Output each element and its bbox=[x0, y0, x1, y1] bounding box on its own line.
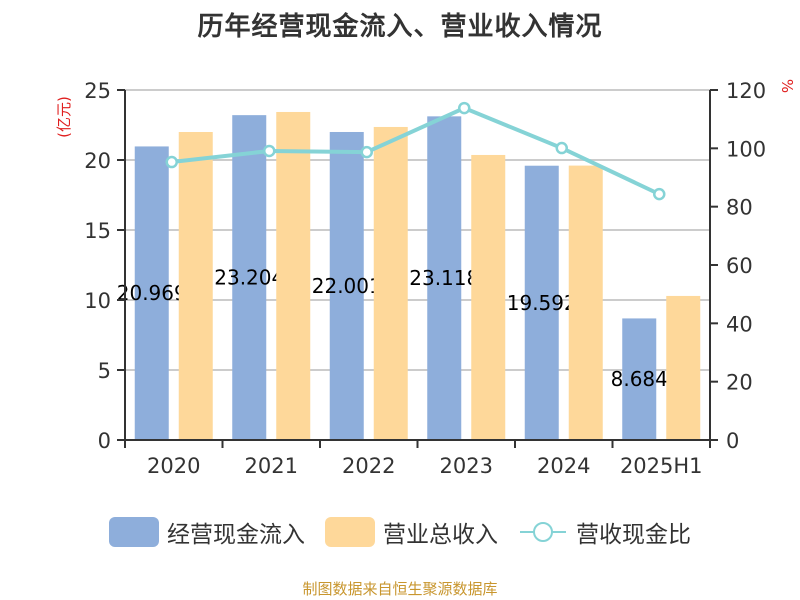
legend-label: 营收现金比 bbox=[576, 522, 691, 548]
bar-revenue bbox=[471, 154, 506, 440]
ratio-point-marker bbox=[360, 145, 373, 159]
legend-item-revenue[interactable]: 营业总收入 bbox=[325, 515, 498, 549]
left-axis-unit: (亿元) bbox=[55, 96, 73, 138]
bar-cash-inflow bbox=[232, 115, 267, 441]
x-tick-label: 2022 bbox=[342, 454, 395, 478]
right-axis-unit: % bbox=[778, 79, 796, 93]
chart-title: 历年经营现金流入、营业收入情况 bbox=[197, 12, 603, 42]
bar-revenue bbox=[666, 295, 701, 440]
ratio-point-marker bbox=[555, 141, 568, 155]
right-tick-label: 60 bbox=[726, 254, 753, 278]
ratio-point-marker bbox=[653, 187, 666, 201]
right-tick-label: 40 bbox=[726, 312, 753, 336]
legend-item-ratio[interactable]: 营收现金比 bbox=[518, 515, 691, 549]
x-tick-label: 2023 bbox=[440, 454, 493, 478]
bar-value-label: 22.001 bbox=[312, 274, 382, 298]
ratio-point-marker bbox=[458, 101, 471, 115]
bar-revenue bbox=[568, 165, 603, 440]
ratio-point-marker bbox=[263, 144, 276, 158]
bar-cash-inflow bbox=[134, 146, 169, 440]
x-tick-label: 2021 bbox=[245, 454, 298, 478]
bar-value-label: 20.969 bbox=[117, 281, 187, 305]
bar-cash-inflow bbox=[329, 131, 364, 440]
legend-label: 经营现金流入 bbox=[167, 522, 305, 548]
left-tick-label: 5 bbox=[98, 359, 111, 383]
left-tick-label: 15 bbox=[84, 219, 111, 243]
ratio-line bbox=[171, 105, 661, 196]
left-tick-label: 0 bbox=[98, 429, 111, 453]
bar-value-label: 8.684 bbox=[611, 367, 668, 391]
legend-item-cash-inflow[interactable]: 经营现金流入 bbox=[109, 515, 305, 549]
bar-value-label: 19.592 bbox=[507, 291, 577, 315]
bar-revenue bbox=[373, 126, 408, 441]
left-tick-label: 10 bbox=[84, 289, 111, 313]
right-tick-label: 0 bbox=[726, 429, 739, 453]
left-tick-label: 25 bbox=[84, 79, 111, 103]
bar-cash-inflow bbox=[524, 165, 559, 440]
right-tick-label: 120 bbox=[726, 79, 766, 103]
right-tick-label: 100 bbox=[726, 137, 766, 161]
legend-label: 营业总收入 bbox=[383, 522, 498, 548]
x-tick-label: 2024 bbox=[537, 454, 590, 478]
ratio-point-marker bbox=[165, 155, 178, 169]
left-tick-label: 20 bbox=[84, 149, 111, 173]
bar-revenue bbox=[178, 132, 213, 440]
right-tick-label: 80 bbox=[726, 196, 753, 220]
x-tick-label: 2025H1 bbox=[620, 454, 703, 478]
legend-swatch-bar-icon bbox=[109, 517, 159, 547]
bar-cash-inflow bbox=[622, 318, 657, 440]
data-source-note: 制图数据来自恒生聚源数据库 bbox=[302, 580, 498, 598]
bar-value-label: 23.118 bbox=[409, 266, 479, 290]
bar-cash-inflow bbox=[427, 116, 462, 441]
x-tick-label: 2020 bbox=[147, 454, 200, 478]
legend-swatch-bar-icon bbox=[325, 517, 375, 547]
legend-line-marker-icon bbox=[520, 522, 566, 542]
bar-revenue bbox=[276, 111, 311, 440]
bar-value-label: 23.204 bbox=[214, 266, 284, 290]
right-tick-label: 20 bbox=[726, 371, 753, 395]
chart-legend: 经营现金流入 营业总收入 营收现金比 bbox=[0, 515, 800, 549]
